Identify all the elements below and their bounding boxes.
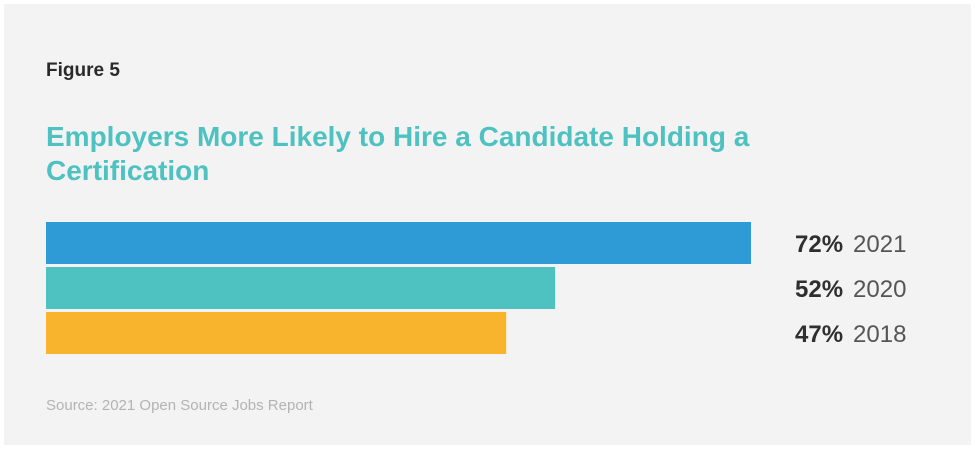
category-label: 2020 — [853, 276, 906, 303]
category-label: 2021 — [853, 231, 906, 258]
figure-label: Figure 5 — [46, 60, 120, 81]
bar-label-2021: 72% 2021 — [795, 231, 906, 258]
category-label: 2018 — [853, 321, 906, 348]
source-note: Source: 2021 Open Source Jobs Report — [46, 397, 313, 414]
bar-2018 — [46, 312, 507, 354]
value-label: 72% — [795, 231, 843, 258]
bar-label-2018: 47% 2018 — [795, 321, 906, 348]
value-label: 47% — [795, 321, 843, 348]
bar-2020 — [46, 267, 556, 309]
bar-2021 — [46, 222, 751, 264]
chart-title: Employers More Likely to Hire a Candidat… — [46, 121, 750, 186]
value-label: 52% — [795, 276, 843, 303]
bar-label-2020: 52% 2020 — [795, 276, 906, 303]
